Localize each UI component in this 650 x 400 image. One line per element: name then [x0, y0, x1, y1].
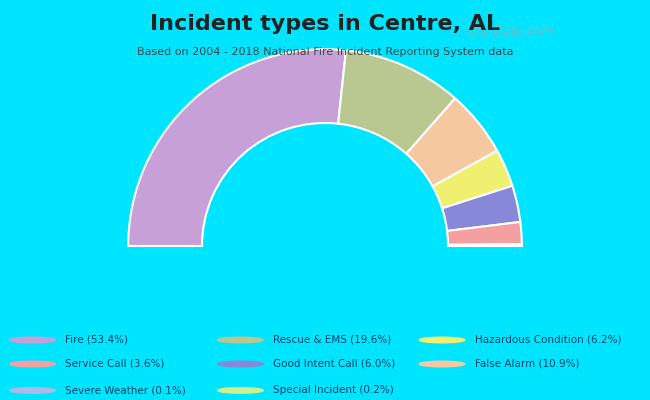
- Wedge shape: [338, 50, 455, 154]
- Text: Hazardous Condition (6.2%): Hazardous Condition (6.2%): [474, 335, 621, 345]
- Text: Service Call (3.6%): Service Call (3.6%): [65, 359, 164, 369]
- Text: Severe Weather (0.1%): Severe Weather (0.1%): [65, 386, 186, 395]
- Circle shape: [218, 388, 263, 393]
- Circle shape: [10, 337, 55, 343]
- Wedge shape: [448, 244, 522, 246]
- Wedge shape: [448, 245, 522, 246]
- Wedge shape: [128, 49, 346, 246]
- Text: Rescue & EMS (19.6%): Rescue & EMS (19.6%): [273, 335, 391, 345]
- Circle shape: [10, 388, 55, 393]
- Text: Good Intent Call (6.0%): Good Intent Call (6.0%): [273, 359, 395, 369]
- Circle shape: [218, 337, 263, 343]
- Text: Special Incident (0.2%): Special Incident (0.2%): [273, 386, 394, 395]
- Text: Incident types in Centre, AL: Incident types in Centre, AL: [150, 14, 500, 34]
- Circle shape: [10, 361, 55, 367]
- Circle shape: [218, 361, 263, 367]
- Wedge shape: [447, 222, 522, 245]
- Circle shape: [419, 337, 465, 343]
- Wedge shape: [442, 186, 520, 231]
- Wedge shape: [433, 151, 512, 208]
- Text: Fire (53.4%): Fire (53.4%): [65, 335, 128, 345]
- Wedge shape: [406, 98, 497, 186]
- Text: Based on 2004 - 2018 National Fire Incident Reporting System data: Based on 2004 - 2018 National Fire Incid…: [136, 47, 514, 57]
- Circle shape: [419, 361, 465, 367]
- Text: False Alarm (10.9%): False Alarm (10.9%): [474, 359, 579, 369]
- Text: City-Data.com: City-Data.com: [465, 25, 554, 38]
